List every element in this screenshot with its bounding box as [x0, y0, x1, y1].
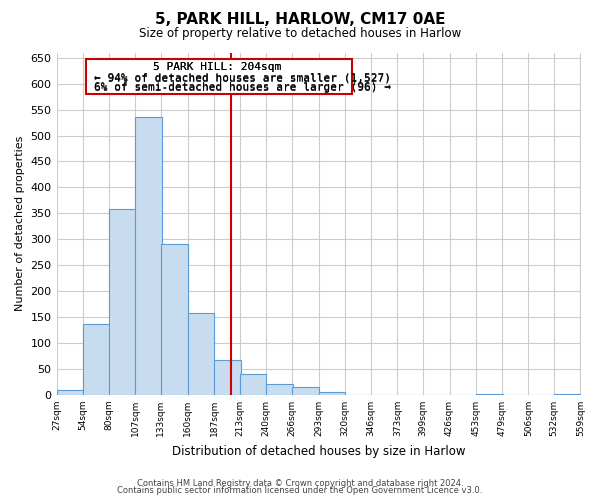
Bar: [161, 244, 188, 395]
Text: ← 94% of detached houses are smaller (1,527): ← 94% of detached houses are smaller (1,…: [94, 72, 391, 82]
Text: Size of property relative to detached houses in Harlow: Size of property relative to detached ho…: [139, 28, 461, 40]
Text: 5, PARK HILL, HARLOW, CM17 0AE: 5, PARK HILL, HARLOW, CM17 0AE: [155, 12, 445, 28]
Bar: [554, 394, 581, 395]
Text: ← 94% of detached houses are smaller (1,527): ← 94% of detached houses are smaller (1,…: [94, 74, 391, 84]
Y-axis label: Number of detached properties: Number of detached properties: [15, 136, 25, 312]
Text: Contains public sector information licensed under the Open Government Licence v3: Contains public sector information licen…: [118, 486, 482, 495]
Bar: [476, 394, 503, 395]
Text: 6% of semi-detached houses are larger (96) →: 6% of semi-detached houses are larger (9…: [94, 83, 391, 93]
Bar: [292, 387, 319, 395]
Bar: [83, 324, 110, 395]
Bar: [266, 384, 293, 395]
Bar: [136, 118, 162, 395]
Bar: [240, 374, 266, 395]
Text: 5 PARK HILL: 204sqm: 5 PARK HILL: 204sqm: [153, 62, 281, 72]
Bar: [319, 392, 345, 395]
Bar: [86, 58, 352, 94]
Text: 5 PARK HILL: 204sqm: 5 PARK HILL: 204sqm: [153, 62, 281, 72]
Bar: [188, 313, 214, 395]
Text: Contains HM Land Registry data © Crown copyright and database right 2024.: Contains HM Land Registry data © Crown c…: [137, 478, 463, 488]
Text: 6% of semi-detached houses are larger (96) →: 6% of semi-detached houses are larger (9…: [94, 82, 391, 92]
Bar: [109, 209, 136, 395]
Bar: [214, 360, 241, 395]
X-axis label: Distribution of detached houses by size in Harlow: Distribution of detached houses by size …: [172, 444, 465, 458]
Bar: [56, 390, 83, 395]
